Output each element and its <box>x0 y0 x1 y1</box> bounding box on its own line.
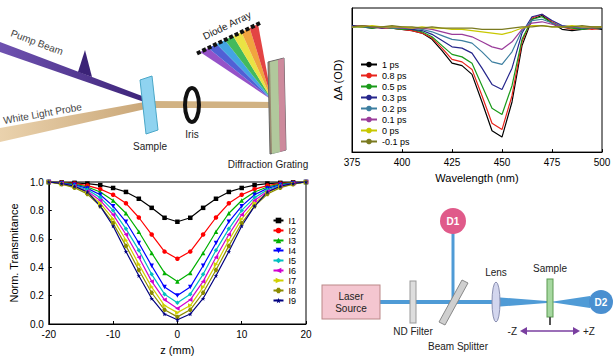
svg-text:ΔA (OD): ΔA (OD) <box>332 60 344 101</box>
svg-text:I1: I1 <box>288 216 296 226</box>
svg-text:0.5 ps: 0.5 ps <box>382 82 407 92</box>
svg-text:ND Filter: ND Filter <box>393 326 433 337</box>
svg-text:Norm. Transmitance: Norm. Transmitance <box>8 203 20 302</box>
svg-text:425: 425 <box>444 157 461 168</box>
svg-text:1 ps: 1 ps <box>382 60 400 70</box>
svg-text:I5: I5 <box>288 256 296 266</box>
svg-text:Sample: Sample <box>133 141 167 152</box>
svg-text:Diffraction Grating: Diffraction Grating <box>228 159 308 170</box>
svg-text:I8: I8 <box>288 286 296 296</box>
svg-text:0.4: 0.4 <box>30 262 44 273</box>
svg-text:375: 375 <box>344 157 361 168</box>
svg-text:Source: Source <box>335 303 367 314</box>
svg-text:0.1 ps: 0.1 ps <box>382 115 407 125</box>
svg-text:Laser: Laser <box>338 291 364 302</box>
svg-text:0.2 ps: 0.2 ps <box>382 104 407 114</box>
svg-text:I2: I2 <box>288 226 296 236</box>
svg-text:0.3 ps: 0.3 ps <box>382 93 407 103</box>
svg-text:0: 0 <box>175 329 181 340</box>
svg-text:Beam Splitter: Beam Splitter <box>428 341 489 352</box>
svg-text:Pump Beam: Pump Beam <box>9 28 64 58</box>
svg-text:0.8: 0.8 <box>30 205 44 216</box>
svg-text:I3: I3 <box>288 236 296 246</box>
svg-text:0.6: 0.6 <box>30 233 44 244</box>
svg-text:D2: D2 <box>595 297 608 308</box>
svg-text:D1: D1 <box>447 216 460 227</box>
svg-text:400: 400 <box>394 157 411 168</box>
svg-text:Diode Array: Diode Array <box>201 9 253 42</box>
svg-text:475: 475 <box>544 157 561 168</box>
svg-text:Lens: Lens <box>485 267 507 278</box>
svg-text:0.8 ps: 0.8 ps <box>382 71 407 81</box>
svg-text:I6: I6 <box>288 266 296 276</box>
svg-text:Sample: Sample <box>533 263 567 274</box>
svg-text:I4: I4 <box>288 246 296 256</box>
svg-text:1.0: 1.0 <box>30 177 44 188</box>
svg-text:0.2: 0.2 <box>30 290 44 301</box>
svg-text:-10: -10 <box>106 329 121 340</box>
svg-text:10: 10 <box>236 329 248 340</box>
svg-text:-Z: -Z <box>508 326 517 337</box>
svg-text:-20: -20 <box>42 329 57 340</box>
svg-text:450: 450 <box>494 157 511 168</box>
svg-text:+Z: +Z <box>583 326 595 337</box>
svg-text:20: 20 <box>300 329 312 340</box>
svg-text:-0.1 ps: -0.1 ps <box>382 137 410 147</box>
svg-text:Iris: Iris <box>185 129 198 140</box>
svg-text:Wavelength (nm): Wavelength (nm) <box>435 172 518 184</box>
svg-text:White Light Probe: White Light Probe <box>2 101 83 126</box>
svg-text:I7: I7 <box>288 276 296 286</box>
svg-text:0 ps: 0 ps <box>382 126 400 136</box>
svg-text:500: 500 <box>594 157 611 168</box>
svg-text:I9: I9 <box>288 296 296 306</box>
svg-text:0.0: 0.0 <box>29 318 44 330</box>
svg-text:z (mm): z (mm) <box>160 344 194 356</box>
